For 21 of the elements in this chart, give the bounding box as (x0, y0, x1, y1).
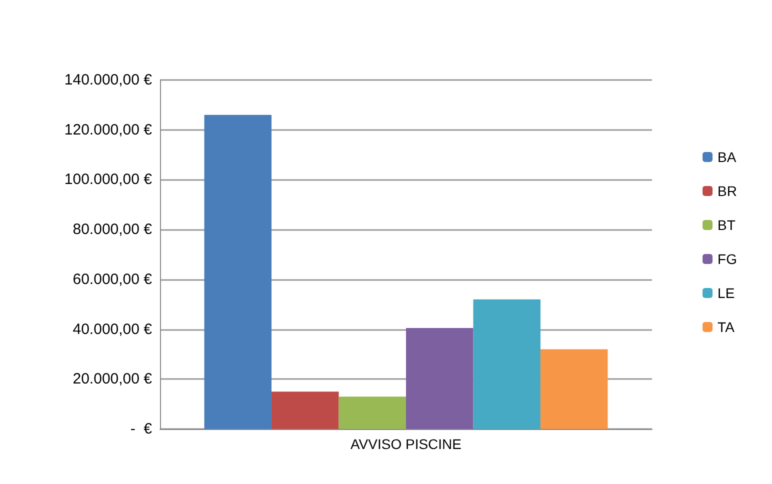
y-tick-label: 60.000,00 € (72, 270, 153, 288)
y-tick-label: 140.000,00 € (64, 72, 153, 88)
bar (540, 349, 608, 429)
y-tick-label: 100.000,00 € (64, 171, 153, 188)
legend-label: TA (718, 319, 736, 335)
x-tick-label: AVVISO PISCINE (350, 436, 462, 452)
bar (473, 299, 540, 429)
bar (406, 328, 474, 429)
legend-label: BT (718, 217, 736, 233)
y-tick-label: 40.000,00 € (72, 320, 153, 338)
bar (338, 396, 406, 429)
legend-label: FG (718, 251, 738, 267)
legend-label: BA (718, 149, 737, 165)
legend-label: BR (718, 183, 738, 199)
y-tick-label: 80.000,00 € (72, 221, 153, 238)
y-tick-label: 120.000,00 € (64, 121, 153, 138)
y-tick-label: - € (130, 420, 153, 438)
bar (272, 392, 339, 429)
bar (204, 114, 272, 429)
y-tick-label: 20.000,00 € (72, 370, 153, 388)
legend-label: LE (718, 285, 735, 301)
